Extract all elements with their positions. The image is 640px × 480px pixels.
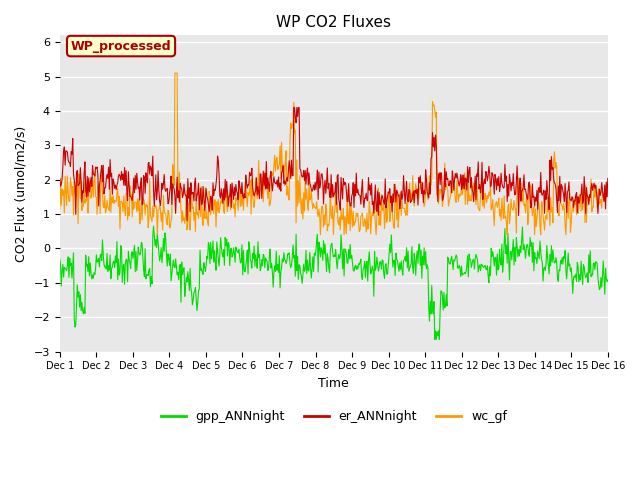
er_ANNnight: [207, 195, 215, 201]
er_ANNnight: [56, 177, 63, 183]
er_ANNnight: [290, 105, 298, 110]
gpp_ANNnight: [150, 223, 157, 229]
er_ANNnight: [66, 160, 74, 166]
wc_gf: [154, 232, 161, 238]
er_ANNnight: [122, 168, 130, 174]
gpp_ANNnight: [417, 247, 425, 253]
gpp_ANNnight: [56, 256, 63, 262]
gpp_ANNnight: [66, 255, 74, 261]
Title: WP CO2 Fluxes: WP CO2 Fluxes: [276, 15, 391, 30]
wc_gf: [171, 70, 179, 76]
Legend: gpp_ANNnight, er_ANNnight, wc_gf: gpp_ANNnight, er_ANNnight, wc_gf: [156, 405, 512, 428]
Line: er_ANNnight: er_ANNnight: [60, 108, 608, 221]
X-axis label: Time: Time: [319, 377, 349, 390]
gpp_ANNnight: [431, 336, 438, 342]
wc_gf: [122, 190, 130, 196]
wc_gf: [66, 198, 74, 204]
wc_gf: [418, 180, 426, 185]
Line: gpp_ANNnight: gpp_ANNnight: [60, 226, 608, 339]
wc_gf: [209, 192, 216, 198]
Line: wc_gf: wc_gf: [60, 73, 608, 235]
gpp_ANNnight: [207, 256, 215, 262]
er_ANNnight: [418, 191, 426, 196]
Text: WP_processed: WP_processed: [71, 39, 172, 53]
er_ANNnight: [402, 189, 410, 194]
Y-axis label: CO2 Flux (umol/m2/s): CO2 Flux (umol/m2/s): [15, 125, 28, 262]
er_ANNnight: [178, 186, 186, 192]
wc_gf: [56, 206, 63, 212]
wc_gf: [604, 185, 612, 191]
er_ANNnight: [604, 176, 612, 181]
gpp_ANNnight: [122, 256, 130, 262]
gpp_ANNnight: [401, 253, 409, 259]
wc_gf: [179, 217, 187, 223]
wc_gf: [402, 213, 410, 218]
gpp_ANNnight: [604, 277, 612, 283]
gpp_ANNnight: [179, 272, 186, 277]
er_ANNnight: [183, 218, 191, 224]
